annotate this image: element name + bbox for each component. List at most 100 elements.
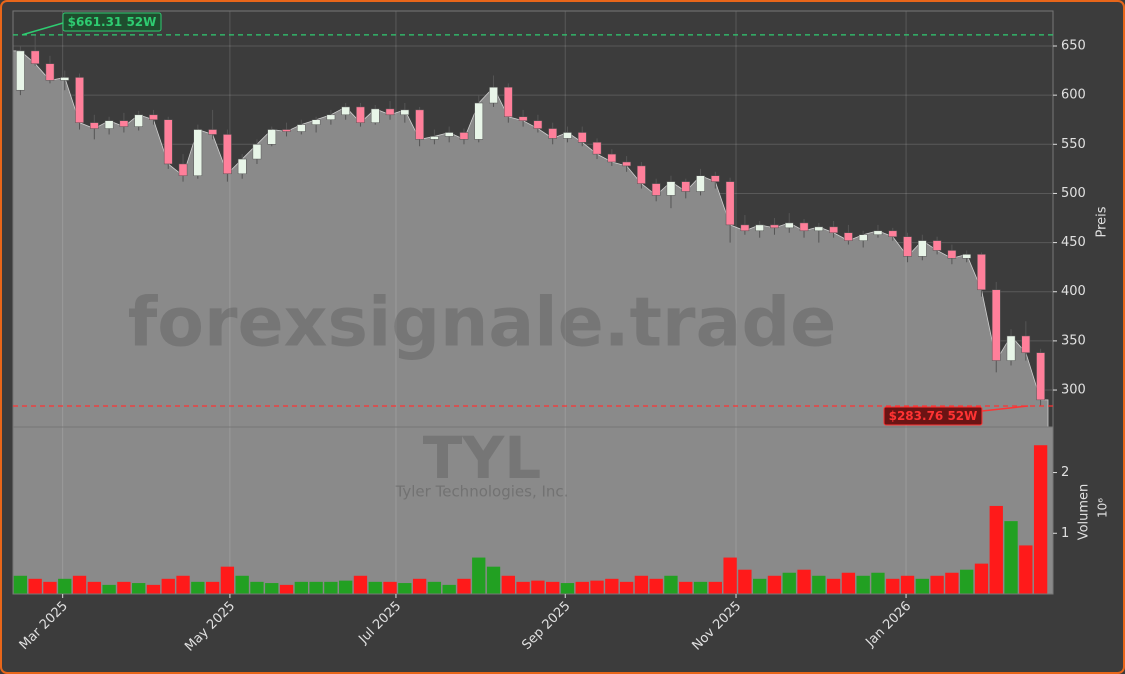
candle-body [370,108,380,123]
volume-bar [945,572,959,594]
candle-body [459,132,469,140]
volume-bar [738,569,752,594]
candle-body [104,120,114,129]
candle-body [341,106,350,116]
candle-body [267,129,277,145]
candle-body [622,161,631,167]
volume-bar [13,575,28,594]
candle-body [799,222,809,232]
volume-bar [176,575,190,594]
volume-bar [457,578,471,594]
candle-body [1036,352,1045,401]
watermark: forexsignale.trade [128,284,837,363]
volume-bar [132,583,146,594]
candle-body [725,181,735,226]
candle-body [651,183,661,196]
candle-body [814,226,824,232]
volume-bar [841,572,856,594]
volume-bar [339,580,353,594]
candle-body [75,77,84,123]
candle-body [415,109,424,140]
volume-bar [767,575,782,594]
candle-body [430,136,439,140]
candle-body [755,224,764,232]
volume-bar [708,581,722,594]
candle-body [991,289,1001,361]
watermark-symbol: TYL [423,424,542,492]
volume-bar [501,575,515,594]
candle-body [149,114,158,120]
candle-body [163,119,173,165]
volume-bar [87,581,101,594]
candle-body [45,63,55,81]
candle-body [947,250,957,259]
candle-body [385,108,395,116]
volume-bar [43,581,57,594]
candle-body [504,87,513,118]
candle-body [873,230,883,235]
volume-bar [265,583,279,594]
candle-body [474,102,484,140]
y-tick-label: 400 [1061,284,1086,299]
volume-bar [989,505,1003,594]
volume-bar [797,569,811,594]
candle-body [326,114,336,120]
volume-bar [590,580,604,594]
candle-body [696,175,705,192]
y-tick-label: 300 [1061,383,1086,398]
candle-body [903,236,912,257]
volume-bar [294,581,308,594]
volume-bar [812,575,826,594]
volume-bar [516,581,530,594]
volume-bar [146,584,161,594]
y-tick-label: 450 [1061,235,1086,250]
candle-body [577,132,587,143]
candle-body [607,153,617,163]
candle-body [592,142,602,155]
candle-body [740,224,750,232]
candle-body [400,109,410,116]
candle-body [16,50,25,91]
volume-bar [161,578,175,594]
volume-bar [279,584,294,594]
candle-body [444,132,454,137]
y-tick-label: 600 [1061,88,1086,103]
candle-body [666,181,676,196]
volume-bar [368,581,382,594]
volume-bar [353,575,368,594]
volume-bar [250,581,264,594]
volume-bar [619,581,634,594]
volume-tick-label: 1 [1061,526,1069,541]
volume-unit: 10⁶ [1096,498,1110,518]
volume-bar [72,575,87,594]
volume-bar [753,578,767,594]
volume-bar [324,581,338,594]
annotation-arrow [981,405,1029,412]
volume-bar [930,575,944,594]
volume-bar [1033,445,1048,594]
y-axis-label: Preis [1095,206,1110,237]
candle-body [681,181,691,192]
y-tick-label: 650 [1061,38,1086,53]
candle-body [237,158,247,175]
candle-body [178,163,188,176]
candle-body [962,254,971,259]
volume-bar [235,575,249,594]
volume-bar [723,557,737,594]
candle-body [90,122,99,129]
candle-body [252,144,262,160]
annotation-arrow [21,22,64,36]
candle-body [1006,335,1016,361]
y-tick-label: 350 [1061,333,1086,348]
candle-body [193,129,203,176]
volume-bar [1004,521,1018,594]
volume-bar [28,578,42,594]
volume-tick-label: 2 [1061,465,1069,480]
volume-bar [117,581,131,594]
candle-body [1021,335,1031,353]
annotation-label: $283.76 52W [889,409,978,423]
volume-panel [13,427,1053,594]
candle-body [533,120,543,129]
volume-bar [412,578,427,594]
